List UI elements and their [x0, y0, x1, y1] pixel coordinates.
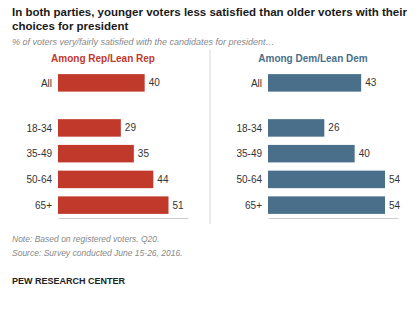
y-tick: 18-34 [236, 123, 262, 134]
bar [58, 145, 134, 163]
y-axis: All 18-34 35-49 50-64 65+ [26, 78, 52, 211]
panel: 40 29 35 44 51 All 18-34 35-49 50-64 65+ [26, 74, 188, 218]
y-tick: 35-49 [26, 148, 52, 159]
category-label: 65+ [35, 200, 52, 211]
category-label: 50-64 [26, 174, 52, 185]
category-label: 18-34 [236, 123, 262, 134]
category-label: 65+ [245, 200, 262, 211]
title: In both parties, younger voters less sat… [12, 6, 407, 32]
data-label: 35 [138, 148, 150, 159]
bar [58, 74, 145, 92]
bar [268, 119, 324, 137]
bar [268, 171, 385, 189]
data-label: 40 [359, 148, 371, 159]
y-tick: 18-34 [26, 123, 52, 134]
bar [58, 196, 169, 214]
y-tick: 50-64 [236, 174, 262, 185]
category-label: All [41, 78, 52, 89]
x-axis [269, 218, 399, 219]
note: Source: Survey conducted June 15-26, 201… [12, 248, 183, 258]
chart: In both parties, younger voters less sat… [0, 0, 420, 310]
bar [268, 145, 355, 163]
y-tick: 65+ [245, 200, 262, 211]
y-tick: 35-49 [236, 148, 262, 159]
data-label: 54 [389, 200, 401, 211]
data-label: 29 [125, 122, 137, 133]
data-label: 44 [157, 174, 169, 185]
subtitle: % of voters very/fairly satisfied with t… [12, 37, 275, 47]
bar [268, 196, 385, 214]
data-label: 51 [173, 200, 185, 211]
bar [58, 119, 121, 137]
bar [268, 74, 361, 92]
bars [58, 74, 169, 214]
category-label: 35-49 [236, 148, 262, 159]
category-label: 18-34 [26, 123, 52, 134]
note: Note: Based on registered voters. Q20. [12, 234, 159, 244]
x-axis [59, 218, 189, 219]
y-tick: 65+ [35, 200, 52, 211]
y-tick: All [41, 78, 52, 89]
data-label: 40 [149, 77, 161, 88]
series-label: Among Rep/Lean Rep [51, 53, 155, 64]
category-label: 50-64 [236, 174, 262, 185]
y-axis: All 18-34 35-49 50-64 65+ [236, 78, 262, 211]
panel: 43 26 40 54 54 All 18-34 35-49 50-64 65+ [236, 74, 400, 218]
bars [268, 74, 385, 214]
category-label: 35-49 [26, 148, 52, 159]
x-axis-line [59, 218, 189, 219]
y-tick: All [251, 78, 262, 89]
footer: PEW RESEARCH CENTER [12, 276, 126, 286]
series-label: Among Dem/Lean Dem [258, 53, 368, 64]
category-label: All [251, 78, 262, 89]
y-tick: 50-64 [26, 174, 52, 185]
data-label: 26 [328, 122, 340, 133]
bar [58, 171, 153, 189]
data-label: 54 [389, 174, 401, 185]
divider [210, 50, 211, 224]
x-axis-line [269, 218, 399, 219]
data-label: 43 [365, 77, 377, 88]
